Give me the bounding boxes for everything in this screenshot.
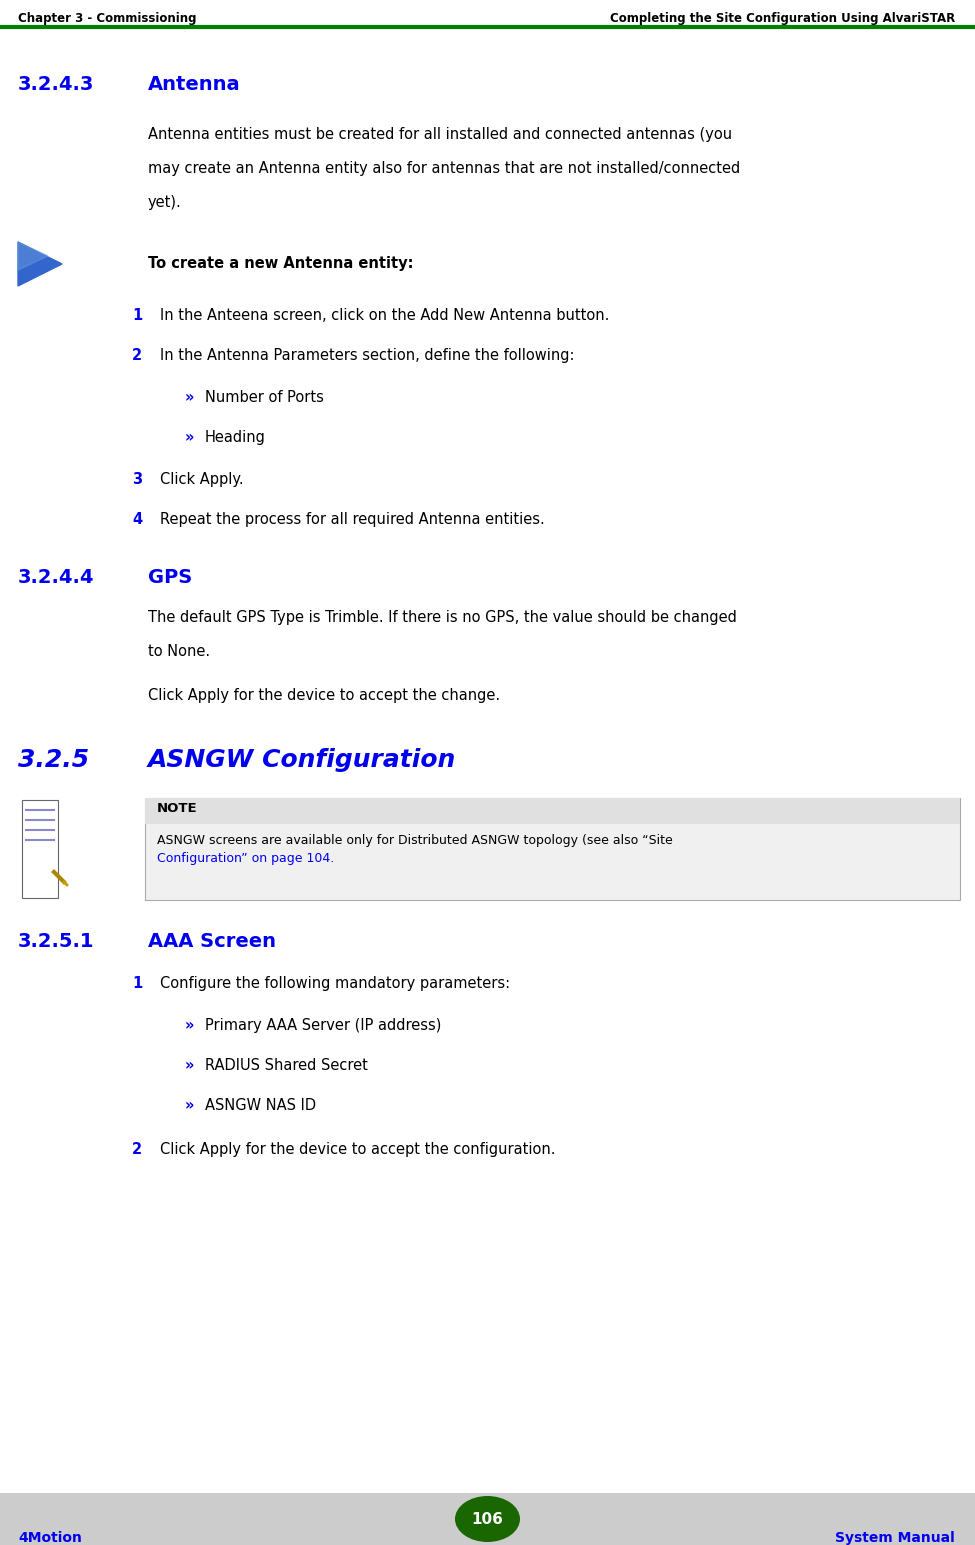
Text: Antenna: Antenna	[148, 76, 241, 94]
Text: 2: 2	[132, 1142, 142, 1157]
Text: »: »	[185, 1098, 194, 1112]
Text: Primary AAA Server (IP address): Primary AAA Server (IP address)	[205, 1018, 442, 1034]
Text: Configuration” on page 104.: Configuration” on page 104.	[157, 851, 334, 865]
Text: GPS: GPS	[148, 569, 192, 587]
Text: »: »	[185, 430, 194, 445]
Text: 106: 106	[472, 1511, 503, 1526]
Text: 4: 4	[132, 511, 142, 527]
Text: 2: 2	[132, 348, 142, 363]
Text: »: »	[185, 1058, 194, 1072]
Text: Click Apply.: Click Apply.	[160, 473, 244, 487]
Text: 1: 1	[132, 976, 142, 990]
Text: Number of Ports: Number of Ports	[205, 389, 324, 405]
Text: »: »	[185, 389, 194, 405]
FancyBboxPatch shape	[22, 800, 58, 898]
Text: ASNGW screens are available only for Distributed ASNGW topology (see also “Site: ASNGW screens are available only for Dis…	[157, 834, 673, 847]
Text: may create an Antenna entity also for antennas that are not installed/connected: may create an Antenna entity also for an…	[148, 161, 740, 176]
Text: 4Motion: 4Motion	[18, 1531, 82, 1545]
Text: In the Anteena screen, click on the Add New Antenna button.: In the Anteena screen, click on the Add …	[160, 307, 609, 323]
Text: 1: 1	[132, 307, 142, 323]
Text: RADIUS Shared Secret: RADIUS Shared Secret	[205, 1058, 368, 1072]
Text: 3.2.5: 3.2.5	[18, 748, 89, 772]
Text: The default GPS Type is Trimble. If there is no GPS, the value should be changed: The default GPS Type is Trimble. If ther…	[148, 610, 737, 626]
Text: yet).: yet).	[148, 195, 181, 210]
Text: »: »	[185, 1018, 194, 1034]
Text: Configure the following mandatory parameters:: Configure the following mandatory parame…	[160, 976, 510, 990]
Text: Heading: Heading	[205, 430, 266, 445]
Text: 3: 3	[132, 473, 142, 487]
Text: 3.2.5.1: 3.2.5.1	[18, 932, 95, 952]
Text: ASNGW Configuration: ASNGW Configuration	[148, 748, 456, 772]
Text: Chapter 3 - Commissioning: Chapter 3 - Commissioning	[18, 12, 197, 25]
Text: Click Apply for the device to accept the change.: Click Apply for the device to accept the…	[148, 688, 500, 703]
Text: Repeat the process for all required Antenna entities.: Repeat the process for all required Ante…	[160, 511, 545, 527]
Text: To create a new Antenna entity:: To create a new Antenna entity:	[148, 256, 413, 270]
Polygon shape	[18, 243, 48, 270]
Text: AAA Screen: AAA Screen	[148, 932, 276, 952]
Text: Antenna entities must be created for all installed and connected antennas (you: Antenna entities must be created for all…	[148, 127, 732, 142]
Bar	[0, 1492, 975, 1545]
Text: 3.2.4.3: 3.2.4.3	[18, 76, 95, 94]
Text: 3.2.4.4: 3.2.4.4	[18, 569, 95, 587]
Text: In the Antenna Parameters section, define the following:: In the Antenna Parameters section, defin…	[160, 348, 574, 363]
Text: Click Apply for the device to accept the configuration.: Click Apply for the device to accept the…	[160, 1142, 556, 1157]
FancyBboxPatch shape	[145, 799, 960, 823]
FancyBboxPatch shape	[145, 799, 960, 901]
Text: ASNGW NAS ID: ASNGW NAS ID	[205, 1098, 316, 1112]
Text: to None.: to None.	[148, 644, 211, 660]
Ellipse shape	[455, 1496, 520, 1542]
Text: System Manual: System Manual	[836, 1531, 955, 1545]
Text: NOTE: NOTE	[157, 802, 198, 816]
Polygon shape	[18, 243, 62, 286]
Text: Completing the Site Configuration Using AlvariSTAR: Completing the Site Configuration Using …	[609, 12, 955, 25]
